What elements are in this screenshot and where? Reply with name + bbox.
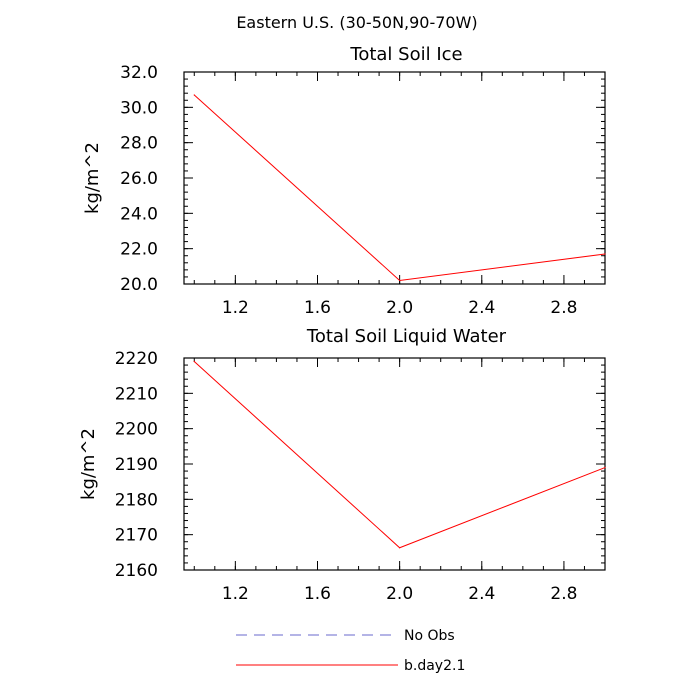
x-tick-label: 2.8: [550, 584, 577, 604]
figure-title: Eastern U.S. (30-50N,90-70W): [236, 13, 477, 32]
plot-frame: [183, 71, 606, 285]
y-tick-label: 2210: [115, 384, 158, 404]
plot-title: Total Soil Ice: [349, 44, 462, 65]
y-tick-label: 2160: [115, 561, 158, 581]
chart-total-soil-ice: Total Soil Ice 1.2 1.6 2.0 2.4 2.8 20.0 22.0 24.…: [82, 44, 606, 318]
x-tick-label: 1.2: [222, 584, 249, 604]
y-tick-label: 2220: [115, 349, 158, 369]
x-tick-label: 2.4: [468, 298, 495, 318]
legend-item-b-day2-1: b.day2.1: [236, 658, 465, 674]
y-tick-label: 20.0: [120, 275, 158, 295]
data-point: [193, 360, 195, 363]
y-tick-label: 2200: [115, 420, 158, 440]
legend-item-no-obs: No Obs: [236, 628, 455, 644]
x-tick-label: 2.4: [468, 584, 495, 604]
y-tick-label: 24.0: [120, 204, 158, 224]
x-tick-label: 2.8: [550, 298, 577, 318]
data-point: [399, 279, 401, 282]
legend: No Obs b.day2.1: [236, 628, 465, 674]
plot-title: Total Soil Liquid Water: [306, 326, 507, 347]
data-point: [399, 547, 401, 549]
x-tick-label: 1.2: [222, 298, 249, 318]
legend-label-b-day2-1: b.day2.1: [404, 658, 465, 674]
x-tick-label: 1.6: [304, 298, 331, 318]
x-tick-label: 2.0: [386, 584, 413, 604]
y-tick-label: 32.0: [120, 63, 158, 83]
series-line: [193, 361, 606, 549]
y-tick-label: 22.0: [120, 240, 158, 260]
chart-total-soil-liquid-water: Total Soil Liquid Water 1.2 1.6 2.0 2.4 2.8 21…: [78, 326, 606, 604]
x-tick-label: 2.0: [386, 298, 413, 318]
y-tick-label: 2190: [115, 455, 158, 475]
y-tick-label: 28.0: [120, 134, 158, 154]
plot-frame: [183, 357, 606, 571]
y-tick-label: 26.0: [120, 169, 158, 189]
x-tick-label: 1.6: [304, 584, 331, 604]
data-point: [604, 253, 606, 255]
y-tick-label: 2170: [115, 526, 158, 546]
y-axis-label: kg/m^2: [82, 142, 103, 214]
legend-label-no-obs: No Obs: [404, 628, 455, 644]
y-axis-label: kg/m^2: [78, 428, 99, 500]
data-point: [604, 466, 606, 469]
series-line: [193, 94, 606, 281]
y-tick-label: 2180: [115, 490, 158, 510]
data-point: [193, 94, 195, 96]
y-tick-label: 30.0: [120, 98, 158, 118]
